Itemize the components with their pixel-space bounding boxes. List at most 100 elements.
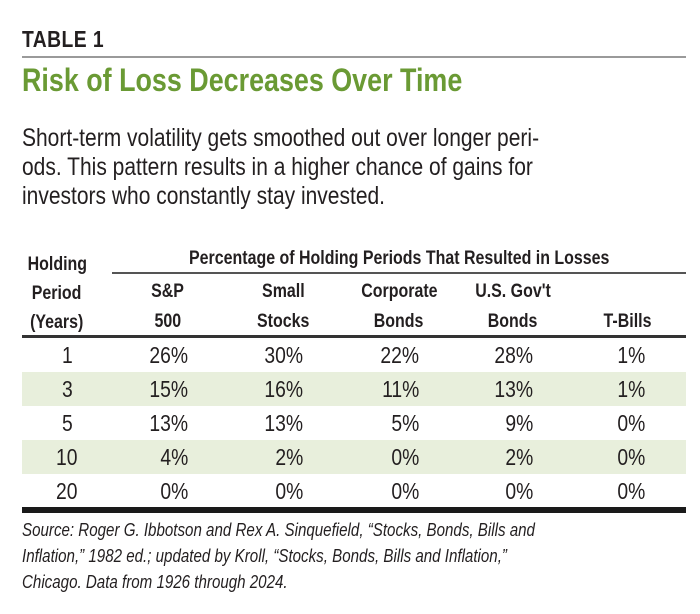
value-cell-text: 15% [149,376,188,402]
source-text: Chicago. Data from 1926 through 2024. [22,572,288,592]
table-label: TABLE 1 [22,26,120,53]
value-cell-text: 2% [505,444,533,470]
row-header: Period [12,279,102,309]
value-cell-text: 0% [505,478,533,504]
source-line: Source: Roger G. Ibbotson and Rex A. Sin… [22,517,633,543]
value-cell-text: 1% [617,376,645,402]
column-header: 500 [108,307,228,337]
value-cell: 13% [98,406,188,440]
intro-line: ods. This pattern results in a higher ch… [22,153,630,182]
period-cell-text: 10 [56,444,78,470]
value-cell: 22% [329,338,419,372]
value-cell-text: 28% [494,342,533,368]
source-note: Source: Roger G. Ibbotson and Rex A. Sin… [22,517,633,595]
value-cell: 0% [213,474,303,508]
value-cell-text: 0% [391,478,419,504]
value-cell: 28% [443,338,533,372]
period-cell: 1 [22,338,112,372]
source-line: Chicago. Data from 1926 through 2024. [22,569,633,595]
value-cell: 9% [443,406,533,440]
value-cell: 26% [98,338,188,372]
value-cell: 2% [443,440,533,474]
source-text: Inflation,” 1982 ed.; updated by Kroll, … [22,546,507,566]
row-header: Holding [12,250,102,280]
value-cell-text: 30% [264,342,303,368]
value-cell-text: 1% [617,342,645,368]
period-cell-text: 1 [61,342,73,368]
value-cell: 0% [555,440,645,474]
table-row-shade [22,440,686,474]
value-cell: 4% [98,440,188,474]
intro-text: ods. This pattern results in a higher ch… [22,153,533,181]
value-cell-text: 26% [149,342,188,368]
header-rule [22,335,686,338]
column-header: Small [223,277,343,307]
intro-line: Short-term volatility gets smoothed out … [22,124,638,153]
column-header: Bonds [453,307,573,337]
table-row-shade [22,372,686,406]
column-header: U.S. Gov't [453,277,573,307]
value-cell-text: 16% [264,376,303,402]
top-divider [22,56,686,58]
value-cell: 30% [213,338,303,372]
page-title: Risk of Loss Decreases Over Time [22,62,546,99]
value-cell-text: 13% [264,410,303,436]
row-header-text: Period [32,283,82,304]
group-header-text: Percentage of Holding Periods That Resul… [188,248,610,269]
value-cell: 0% [329,474,419,508]
source-line: Inflation,” 1982 ed.; updated by Kroll, … [22,543,633,569]
row-header: (Years) [12,308,102,338]
column-header-text: 500 [154,311,182,332]
value-cell-text: 0% [160,478,188,504]
period-cell: 5 [22,406,112,440]
value-cell: 0% [555,474,645,508]
value-cell-text: 0% [617,410,645,436]
value-cell: 5% [329,406,419,440]
period-cell: 20 [22,474,112,508]
group-header-rule [112,272,686,274]
value-cell: 1% [555,338,645,372]
column-header-text: Small [261,281,305,302]
column-header-text: Stocks [256,311,310,332]
page-title-text: Risk of Loss Decreases Over Time [22,62,463,98]
value-cell: 1% [555,372,645,406]
column-header-text: S&P [151,281,185,302]
period-cell: 10 [22,440,112,474]
value-cell: 11% [329,372,419,406]
value-cell: 15% [98,372,188,406]
value-cell-text: 2% [275,444,303,470]
value-cell: 13% [443,372,533,406]
row-header-text: (Years) [30,312,84,333]
intro-line: investors who constantly stay invested. [22,182,454,211]
column-header: Corporate [339,277,459,307]
value-cell-text: 0% [391,444,419,470]
column-header-text: Corporate [360,281,438,302]
value-cell-text: 0% [617,444,645,470]
column-header-text: U.S. Gov't [475,281,551,302]
source-text: Source: Roger G. Ibbotson and Rex A. Sin… [22,520,535,540]
value-cell: 13% [213,406,303,440]
intro-text: investors who constantly stay invested. [22,182,386,210]
value-cell: 0% [555,406,645,440]
row-header-text: Holding [27,254,87,275]
value-cell-text: 9% [505,410,533,436]
column-header-text: Bonds [488,311,538,332]
value-cell-text: 11% [381,376,419,402]
value-cell: 16% [213,372,303,406]
group-header: Percentage of Holding Periods That Resul… [112,244,686,274]
column-header-text: T-Bills [604,311,652,332]
intro-text: Short-term volatility gets smoothed out … [22,124,540,152]
column-header: Bonds [339,307,459,337]
column-header: S&P [108,277,228,307]
period-cell-text: 3 [61,376,73,402]
column-header [568,277,688,307]
value-cell-text: 4% [160,444,188,470]
value-cell-text: 22% [380,342,419,368]
value-cell-text: 13% [149,410,188,436]
value-cell-text: 0% [617,478,645,504]
column-header-text: Bonds [374,311,424,332]
value-cell-text: 13% [494,376,533,402]
period-cell-text: 5 [61,410,73,436]
period-cell: 3 [22,372,112,406]
value-cell-text: 0% [275,478,303,504]
